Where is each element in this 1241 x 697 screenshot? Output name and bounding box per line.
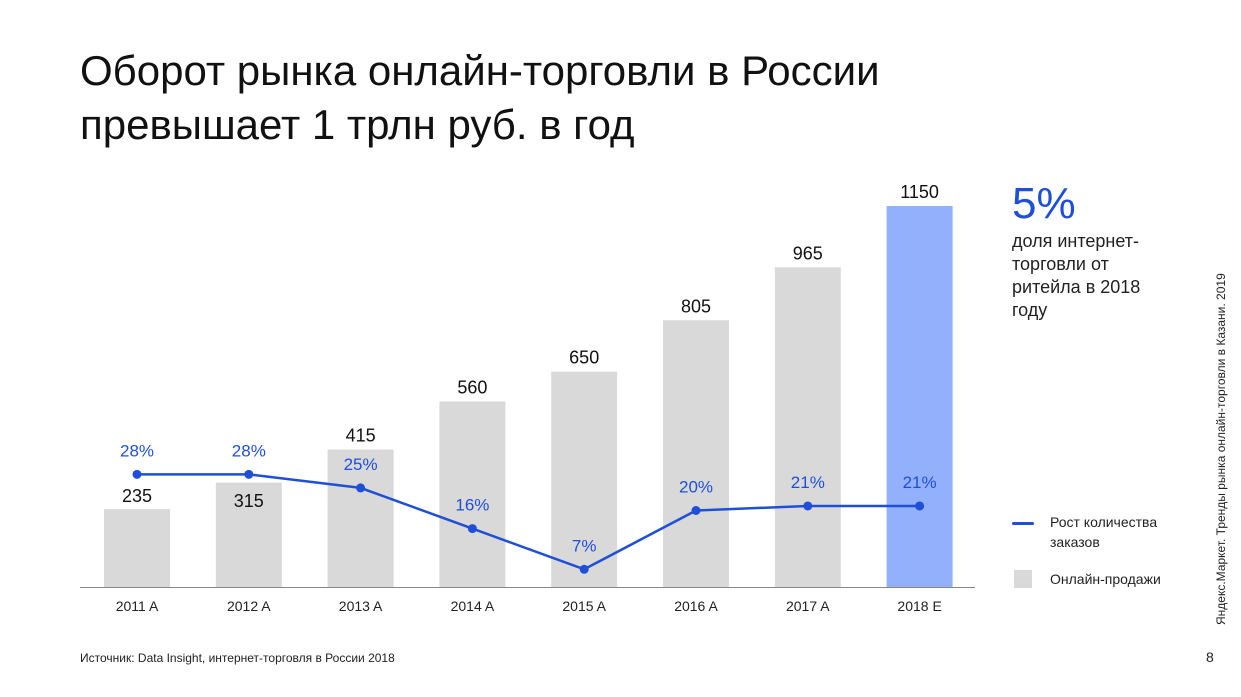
growth-label: 21% [903,473,937,492]
side-note: 5% доля интернет-торговли от ритейла в 2… [1012,178,1182,322]
page-title: Оборот рынка онлайн-торговли в России пр… [80,44,880,152]
share-value: 5% [1012,179,1076,228]
growth-point [691,506,701,515]
bar [663,320,729,587]
bar-value-label: 650 [569,348,599,368]
bar-value-label: 805 [681,296,711,316]
growth-label: 7% [572,536,597,555]
x-tick-label: 2017 A [786,598,830,614]
title-line-1: Оборот рынка онлайн-торговли в России [80,47,880,94]
page-number: 8 [1206,649,1214,665]
growth-point [579,564,589,574]
growth-point [915,501,925,511]
growth-label: 25% [344,455,378,474]
share-description: доля интернет-торговли от ритейла в 2018… [1012,231,1141,320]
bar [886,206,953,587]
bar [104,509,170,587]
growth-label: 28% [232,441,266,460]
bar-value-label: 560 [457,377,487,397]
legend-bar-swatch [1014,570,1032,588]
x-tick-label: 2012 A [227,598,271,614]
growth-line [137,473,920,571]
x-tick-label: 2018 E [897,598,941,614]
source-note: Источник: Data Insight, интернет-торговл… [80,651,395,665]
bar-value-label: 315 [234,491,264,511]
legend-line-label: Рост количества заказов [1050,514,1158,550]
growth-label: 16% [455,496,489,515]
growth-label: 28% [120,441,154,460]
bar-value-label: 415 [346,426,376,446]
bar [774,267,841,587]
growth-point [356,483,366,493]
bar-value-label: 235 [122,486,152,506]
growth-label: 20% [679,478,713,497]
growth-point [132,469,142,479]
legend-bar-label: Онлайн-продажи [1050,571,1161,587]
growth-point [244,469,254,479]
bar [215,482,282,587]
bar [327,449,394,587]
x-tick-label: 2016 A [674,598,718,614]
growth-point [803,501,813,511]
bar-value-label: 1150 [900,182,939,202]
x-tick-label: 2015 A [562,598,606,614]
x-tick-label: 2013 A [339,598,383,614]
x-tick-label: 2014 A [451,598,495,614]
bar [439,401,506,587]
bar [551,371,618,587]
vertical-caption: Яндекс.Маркет. Тренды рынка онлайн-торго… [1214,273,1228,625]
title-line-2: превышает 1 трлн руб. в год [80,101,635,148]
bar-value-label: 965 [793,243,823,263]
legend-line-swatch [1012,522,1034,525]
growth-label: 21% [791,473,825,492]
x-tick-label: 2011 A [116,598,159,614]
growth-point [467,524,477,534]
